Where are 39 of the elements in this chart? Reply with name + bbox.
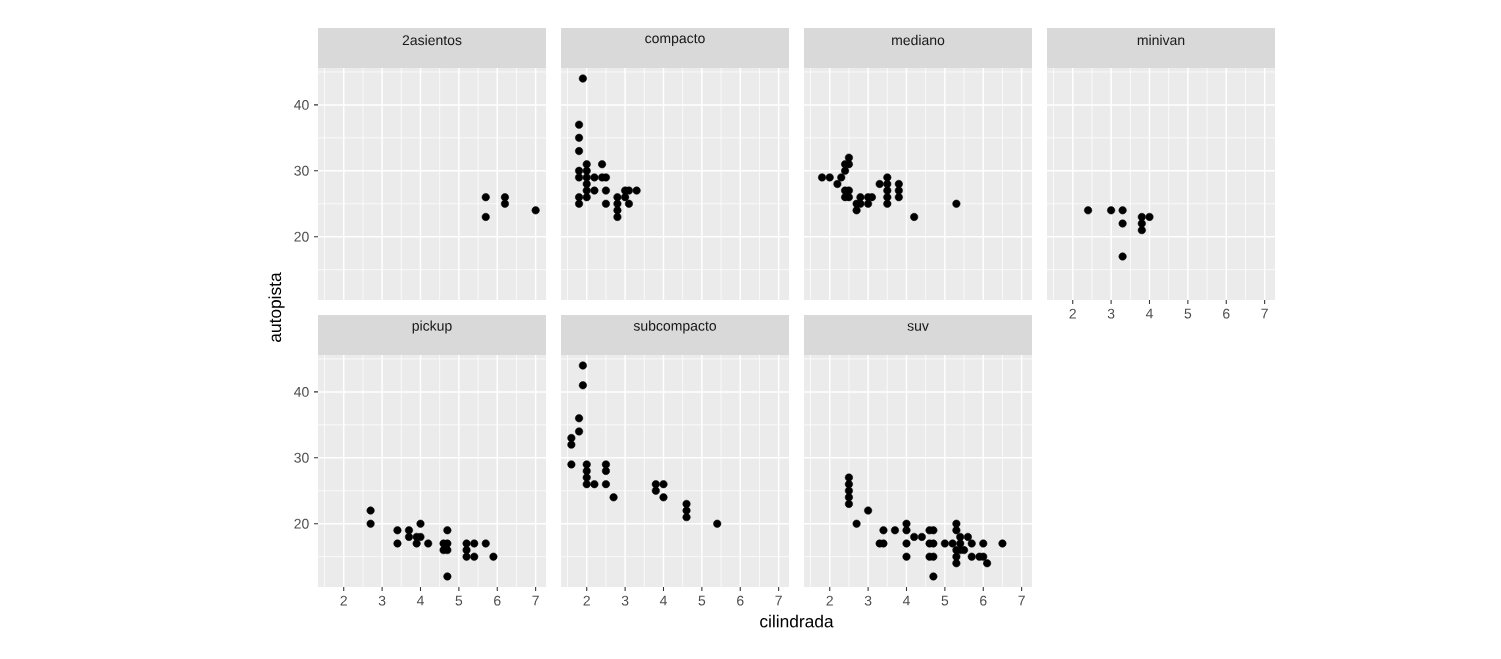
x-tick-label: 2 bbox=[583, 595, 590, 606]
x-tick-label: 4 bbox=[416, 595, 424, 606]
x-tick-label: 7 bbox=[532, 595, 539, 606]
x-tick-label: 3 bbox=[864, 595, 872, 606]
chart-title: compacto bbox=[645, 34, 705, 46]
x-tick-label: 4 bbox=[902, 595, 910, 606]
x-tick-label: 5 bbox=[941, 595, 949, 606]
chart-title: minivan bbox=[1137, 34, 1185, 46]
chart-title: 2asientos bbox=[402, 34, 462, 46]
x-tick-label: 2 bbox=[340, 595, 347, 606]
chart-title: pickup bbox=[412, 320, 452, 334]
x-tick-label: 7 bbox=[1261, 308, 1268, 319]
y-tick-label: 20 bbox=[294, 231, 309, 242]
x-tick-label: 6 bbox=[1223, 308, 1230, 319]
x-tick-label: 2 bbox=[1069, 308, 1076, 319]
x-tick-label: 4 bbox=[659, 595, 667, 606]
y-tick-label: 40 bbox=[294, 99, 309, 110]
x-tick-label: 3 bbox=[1107, 308, 1115, 319]
x-axis-title: cilindrada bbox=[760, 614, 834, 628]
x-tick-label: 6 bbox=[737, 595, 744, 606]
y-tick-label: 30 bbox=[294, 165, 309, 176]
x-tick-label: 3 bbox=[621, 595, 629, 606]
x-tick-label: 6 bbox=[494, 595, 501, 606]
x-tick-label: 5 bbox=[1184, 308, 1192, 319]
chart-title: suv bbox=[907, 323, 929, 331]
x-tick-label: 2 bbox=[826, 595, 833, 606]
y-tick-label: 40 bbox=[294, 386, 309, 397]
y-axis-title: autopista bbox=[268, 272, 285, 342]
x-tick-label: 4 bbox=[1145, 308, 1153, 319]
y-tick-label: 20 bbox=[294, 518, 309, 529]
x-tick-label: 5 bbox=[455, 595, 463, 606]
x-tick-label: 6 bbox=[980, 595, 987, 606]
y-tick-label: 30 bbox=[294, 452, 309, 463]
x-tick-label: 5 bbox=[698, 595, 706, 606]
chart-title: subcompacto bbox=[633, 320, 717, 334]
x-tick-label: 3 bbox=[378, 595, 386, 606]
chart-title: mediano bbox=[892, 34, 945, 46]
x-tick-label: 7 bbox=[1018, 595, 1025, 606]
x-tick-label: 7 bbox=[775, 595, 782, 606]
